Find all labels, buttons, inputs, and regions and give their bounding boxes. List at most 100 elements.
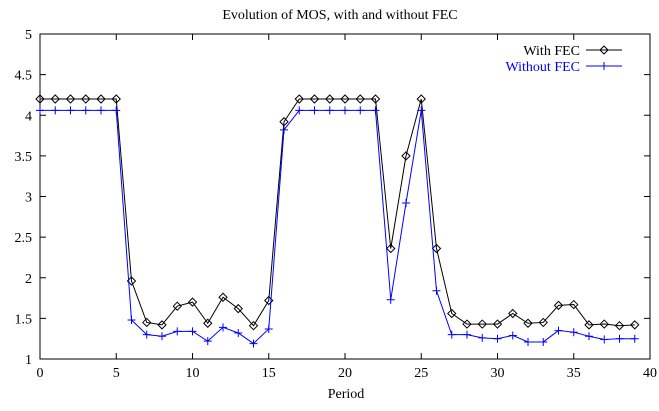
data-point-without-fec (112, 106, 121, 115)
y-tick-label: 3.5 (15, 150, 33, 165)
data-point-with-fec (355, 94, 365, 104)
data-point-with-fec (599, 319, 609, 329)
data-point-with-fec (142, 317, 152, 328)
series-line (40, 98, 635, 327)
data-point-without-fec (463, 330, 471, 339)
data-point-without-fec (325, 106, 334, 115)
data-point-without-fec (188, 327, 197, 336)
x-tick-label: 35 (567, 366, 581, 381)
x-axis-label: Period (328, 387, 365, 402)
y-tick-label: 1 (25, 353, 32, 368)
data-point-with-fec (96, 94, 106, 104)
x-tick-label: 30 (491, 366, 505, 381)
data-point-without-fec (127, 316, 136, 324)
data-point-with-fec (614, 320, 625, 331)
data-point-without-fec (280, 125, 288, 134)
data-point-without-fec (51, 106, 60, 115)
data-point-without-fec (158, 332, 166, 341)
data-point-with-fec (81, 94, 91, 104)
axes: 0 5 10 15 20 25 30 35 40 1 1.5 2 2.5 3 3.5 4 4.5 5 (15, 28, 658, 381)
chart-title: Evolution of MOS, with and without FEC (222, 8, 457, 23)
y-tick-label: 4.5 (15, 69, 33, 84)
data-point-without-fec (569, 328, 578, 337)
data-point-without-fec (97, 106, 105, 115)
data-point-without-fec (173, 327, 182, 336)
data-point-without-fec (615, 334, 624, 343)
y-tick-label: 5 (25, 28, 32, 43)
y-tick-label: 2.5 (15, 231, 33, 246)
data-point-without-fec (295, 106, 304, 115)
data-point-with-fec (325, 94, 335, 104)
data-point-without-fec (310, 106, 319, 115)
data-point-without-fec (402, 199, 410, 207)
data-point-with-fec (538, 317, 548, 328)
series-line (40, 109, 635, 345)
data-point-without-fec (630, 334, 639, 343)
series-with-fec (35, 94, 640, 331)
data-point-with-fec (111, 94, 121, 104)
data-point-without-fec (234, 329, 243, 337)
data-point-with-fec (279, 117, 289, 127)
data-point-without-fec (386, 295, 395, 304)
legend-label: With FEC (523, 44, 580, 59)
data-point-with-fec (187, 297, 198, 307)
y-tick-label: 1.5 (15, 312, 33, 327)
data-point-without-fec (249, 339, 258, 348)
data-point-with-fec (462, 319, 472, 329)
data-point-with-fec (309, 94, 320, 104)
data-point-with-fec (569, 299, 579, 310)
legend-label: Without FEC (506, 60, 581, 75)
data-point-without-fec (142, 330, 151, 339)
legend-item: With FEC (523, 44, 622, 59)
x-tick-label: 5 (113, 366, 120, 381)
legend-marker (600, 62, 608, 70)
data-point-with-fec (157, 320, 167, 330)
x-tick-label: 10 (186, 366, 200, 381)
plot-area-frame (39, 33, 651, 360)
data-point-with-fec (508, 308, 518, 319)
data-point-without-fec (203, 337, 212, 346)
data-point-without-fec (554, 326, 563, 335)
data-point-with-fec (386, 243, 396, 254)
data-point-without-fec (539, 337, 548, 346)
data-point-with-fec (630, 320, 640, 330)
y-tick-label: 3 (25, 191, 32, 206)
data-point-with-fec (523, 318, 533, 328)
x-tick-label: 25 (414, 366, 428, 381)
data-point-with-fec (340, 94, 350, 104)
data-point-with-fec (370, 94, 381, 104)
data-point-with-fec (50, 94, 60, 104)
data-point-without-fec (371, 106, 380, 115)
data-point-without-fec (585, 332, 593, 341)
data-point-without-fec (600, 335, 609, 344)
data-point-with-fec (233, 303, 243, 314)
data-point-without-fec (36, 106, 44, 115)
data-point-with-fec (431, 243, 442, 254)
legend-marker (599, 45, 609, 55)
y-tick-label: 2 (25, 272, 32, 287)
data-point-without-fec (432, 286, 441, 295)
data-point-with-fec (65, 94, 76, 104)
series-without-fec (36, 106, 639, 348)
data-point-with-fec (447, 308, 457, 319)
data-point-with-fec (584, 320, 594, 330)
data-point-with-fec (416, 94, 426, 104)
data-point-without-fec (478, 333, 487, 342)
data-point-without-fec (341, 106, 349, 115)
data-point-without-fec (493, 334, 502, 343)
data-point-without-fec (66, 106, 75, 115)
legend-item: Without FEC (506, 60, 622, 75)
data-point-with-fec (553, 300, 564, 311)
x-tick-label: 15 (262, 366, 276, 381)
x-tick-label: 20 (338, 366, 352, 381)
data-point-without-fec (81, 106, 90, 115)
data-point-with-fec (35, 94, 45, 104)
data-point-without-fec (264, 324, 273, 333)
data-point-with-fec (401, 151, 411, 161)
data-point-with-fec (294, 94, 304, 104)
data-point-without-fec (447, 330, 456, 339)
series-layer (35, 94, 640, 348)
